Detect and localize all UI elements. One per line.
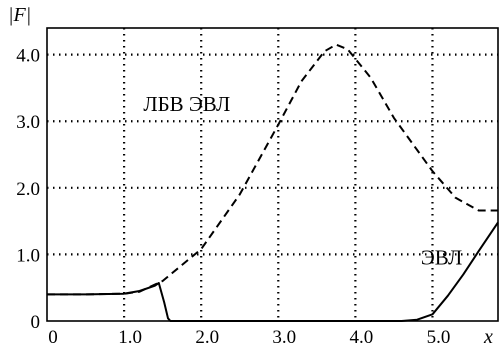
plot-frame bbox=[46, 27, 499, 322]
y-tick-label: 0 bbox=[31, 312, 41, 333]
y-tick-label: 3.0 bbox=[16, 112, 40, 133]
series-line bbox=[47, 221, 499, 322]
x-tick-label: 5.0 bbox=[427, 327, 451, 347]
series-annotation: ЭВЛ bbox=[421, 245, 462, 269]
series-annotation: ЛБВ ЭВЛ bbox=[143, 92, 230, 116]
y-tick-label: 4.0 bbox=[16, 46, 40, 67]
x-tick-label: 0 bbox=[48, 327, 58, 347]
y-axis-label: |F| bbox=[8, 4, 31, 26]
series-lines bbox=[47, 43, 499, 322]
x-tick-label: 2.0 bbox=[195, 327, 219, 347]
x-tick-label: 1.0 bbox=[118, 327, 142, 347]
x-axis-label: x bbox=[483, 326, 493, 347]
grid-lines bbox=[47, 28, 498, 321]
x-tick-label: 4.0 bbox=[350, 327, 374, 347]
y-tick-label: 2.0 bbox=[16, 179, 40, 200]
tick-labels: 0 1.0 2.0 3.0 4.0 5.0 0 1.0 2.0 3.0 4.0 bbox=[16, 46, 450, 347]
series-line bbox=[47, 43, 498, 296]
x-tick-label: 3.0 bbox=[272, 327, 296, 347]
annotations: ЛБВ ЭВЛ ЭВЛ bbox=[143, 92, 462, 269]
y-tick-label: 1.0 bbox=[16, 245, 40, 266]
